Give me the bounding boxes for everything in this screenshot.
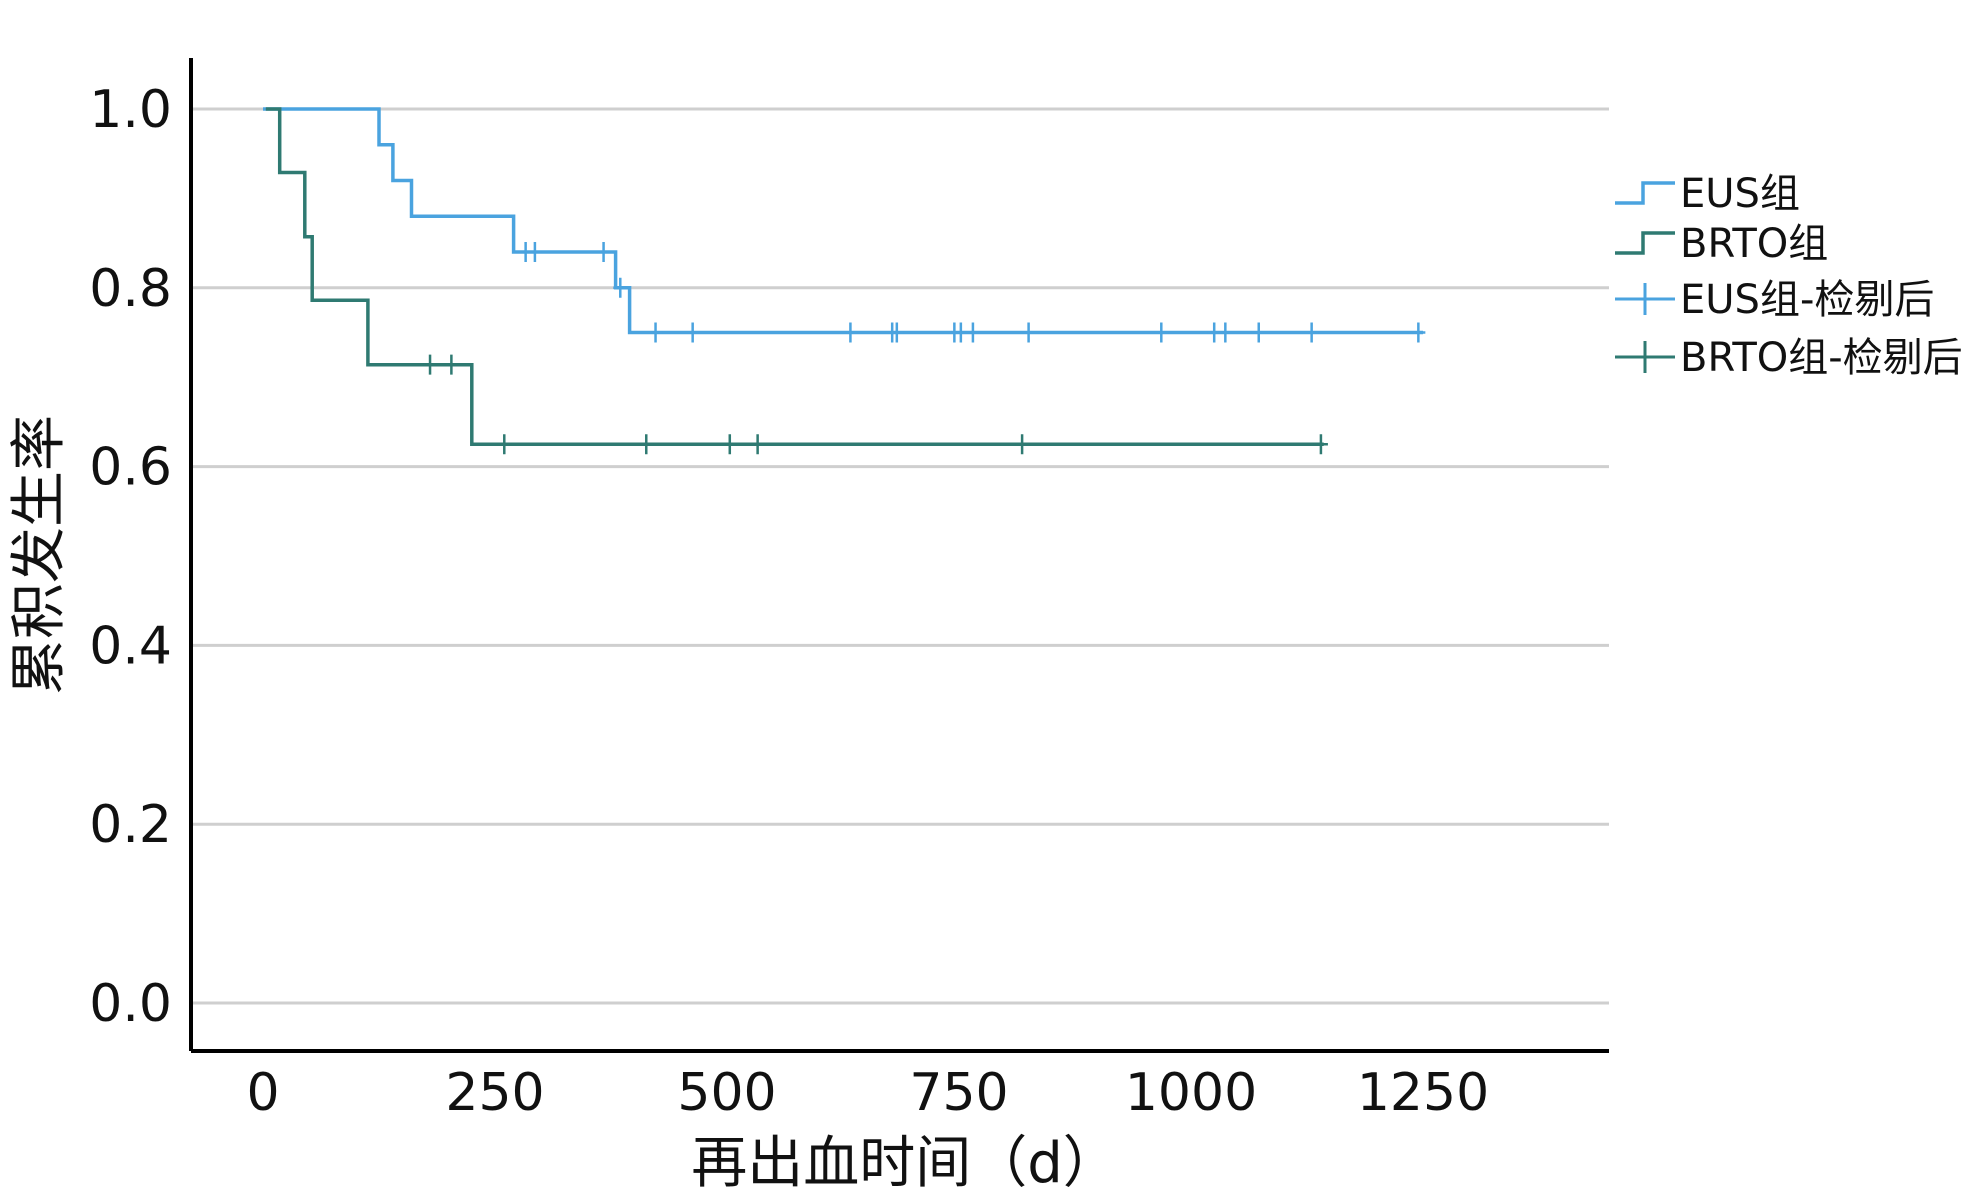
y-tick-label: 0.8 (89, 259, 172, 319)
censor-mark (1015, 434, 1030, 455)
x-tick-labels: 0 250 500 750 1000 1250 (246, 1063, 1489, 1123)
gridlines (193, 107, 1609, 1005)
censor-mark (1154, 322, 1169, 343)
legend-label: EUS组-检剔后 (1680, 277, 1934, 323)
censor-mark (596, 242, 611, 263)
censor-mark (843, 322, 858, 343)
x-tick-label: 500 (677, 1063, 776, 1123)
x-tick-label: 1000 (1125, 1063, 1257, 1123)
y-tick-labels: 0.0 0.2 0.4 0.6 0.8 1.0 (89, 80, 172, 1034)
censor-mark (613, 277, 628, 298)
censor-mark (965, 322, 980, 343)
axes (189, 58, 1609, 1053)
legend-swatch-cross (1615, 341, 1675, 373)
y-axis-title: 累积发生率 (7, 415, 72, 695)
censor-mark (889, 322, 904, 343)
legend-item-1: EUS组 (1615, 171, 1800, 217)
legend-swatch-step (1615, 231, 1675, 255)
censor-mark (1021, 322, 1036, 343)
y-tick-label: 0.6 (89, 438, 172, 498)
y-tick-label: 0.4 (89, 616, 172, 676)
censor-mark (722, 434, 737, 455)
legend-item-4: BRTO组-检剔后 (1615, 335, 1963, 381)
censor-mark (1218, 322, 1233, 343)
legend-swatch-cross (1615, 283, 1675, 315)
legend-label: BRTO组-检剔后 (1680, 335, 1963, 381)
x-tick-label: 750 (909, 1063, 1008, 1123)
series-line-1 (263, 107, 1423, 335)
series (263, 107, 1426, 455)
x-tick-label: 1250 (1357, 1063, 1489, 1123)
censor-mark (527, 242, 542, 263)
legend-swatch-step (1615, 181, 1675, 205)
censor-mark (685, 322, 700, 343)
censor-mark (648, 322, 663, 343)
x-tick-label: 0 (246, 1063, 279, 1123)
legend-label: BRTO组 (1680, 221, 1828, 267)
censor-mark (1313, 434, 1328, 455)
censor-mark (1304, 322, 1319, 343)
x-tick-label: 250 (445, 1063, 544, 1123)
series-1 (263, 107, 1426, 343)
y-tick-label: 0.2 (89, 795, 172, 855)
legend-item-3: EUS组-检剔后 (1615, 277, 1934, 323)
series-2 (265, 107, 1328, 455)
y-tick-label: 0.0 (89, 974, 172, 1034)
censor-mark (497, 434, 512, 455)
censor-mark (750, 434, 765, 455)
censor-mark (1411, 322, 1426, 343)
series-line-2 (265, 107, 1324, 447)
censor-mark (639, 434, 654, 455)
censor-mark (444, 354, 459, 375)
legend-item-2: BRTO组 (1615, 221, 1828, 267)
censor-mark (423, 354, 438, 375)
y-tick-label: 1.0 (89, 80, 172, 140)
censor-mark (953, 322, 968, 343)
legend-label: EUS组 (1680, 171, 1800, 217)
x-axis-title: 再出血时间（d） (691, 1131, 1119, 1195)
censor-mark (1251, 322, 1266, 343)
